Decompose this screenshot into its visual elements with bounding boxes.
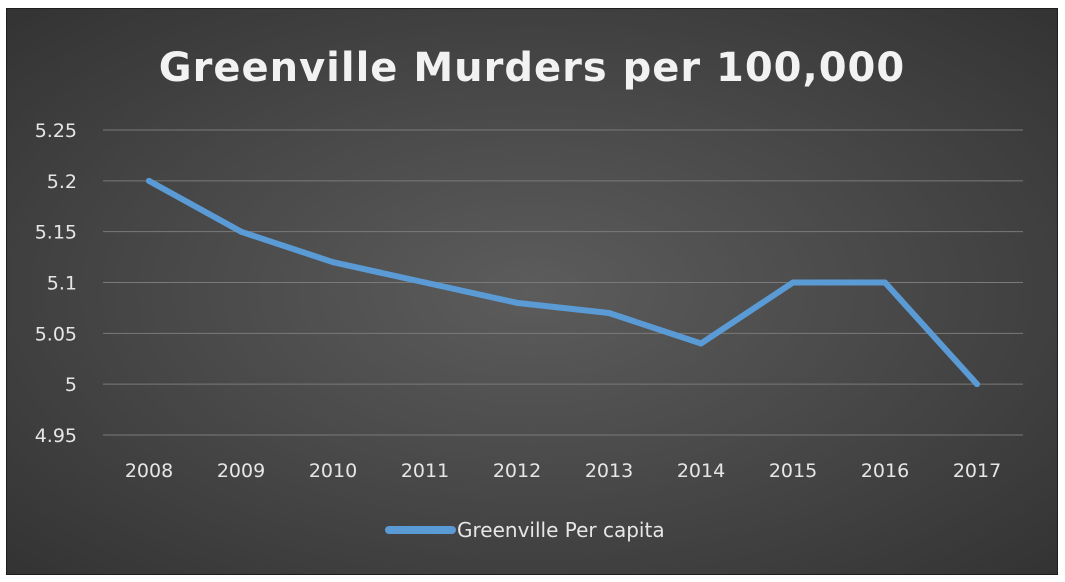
x-tick-label: 2010	[309, 460, 357, 482]
data-point	[146, 177, 152, 184]
y-tick-label: 5.15	[35, 222, 77, 244]
y-tick-label: 5.05	[35, 323, 77, 345]
y-tick-label: 4.95	[35, 425, 77, 447]
data-point	[790, 279, 796, 286]
x-tick-label: 2012	[493, 460, 541, 482]
data-point	[422, 279, 428, 286]
x-tick-label: 2008	[125, 460, 173, 482]
y-tick-label: 5.25	[35, 120, 77, 142]
chart-title: Greenville Murders per 100,000	[159, 45, 905, 91]
x-tick-label: 2013	[585, 460, 633, 482]
chart-area: Greenville Murders per 100,000 4.95 5 5.05…	[6, 8, 1058, 575]
legend: Greenville Per capita	[385, 518, 665, 542]
x-tick-label: 2009	[217, 460, 265, 482]
y-axis-tick-labels: 4.95 5 5.05 5.1 5.15 5.2 5.25	[35, 120, 77, 447]
y-tick-label: 5.1	[47, 273, 77, 295]
data-point	[974, 381, 980, 388]
data-point	[882, 279, 888, 286]
x-tick-label: 2016	[861, 460, 909, 482]
x-tick-label: 2014	[677, 460, 725, 482]
y-tick-label: 5	[65, 374, 77, 396]
data-point	[330, 259, 336, 266]
x-tick-label: 2017	[953, 460, 1001, 482]
data-point	[698, 340, 704, 347]
y-tick-label: 5.2	[47, 171, 77, 193]
x-axis-tick-labels: 2008 2009 2010 2011 2012 2013 2014 2015 2016 2017	[125, 460, 1001, 482]
data-point	[238, 228, 244, 235]
line-chart: Greenville Murders per 100,000 4.95 5 5.05…	[35, 45, 1023, 542]
series-line	[146, 177, 980, 388]
data-point	[606, 310, 612, 316]
series-layer	[146, 177, 980, 388]
data-point	[514, 299, 520, 306]
gridlines	[103, 129, 1023, 436]
x-tick-label: 2015	[769, 460, 817, 482]
legend-label: Greenville Per capita	[457, 518, 665, 542]
x-tick-label: 2011	[401, 460, 449, 482]
